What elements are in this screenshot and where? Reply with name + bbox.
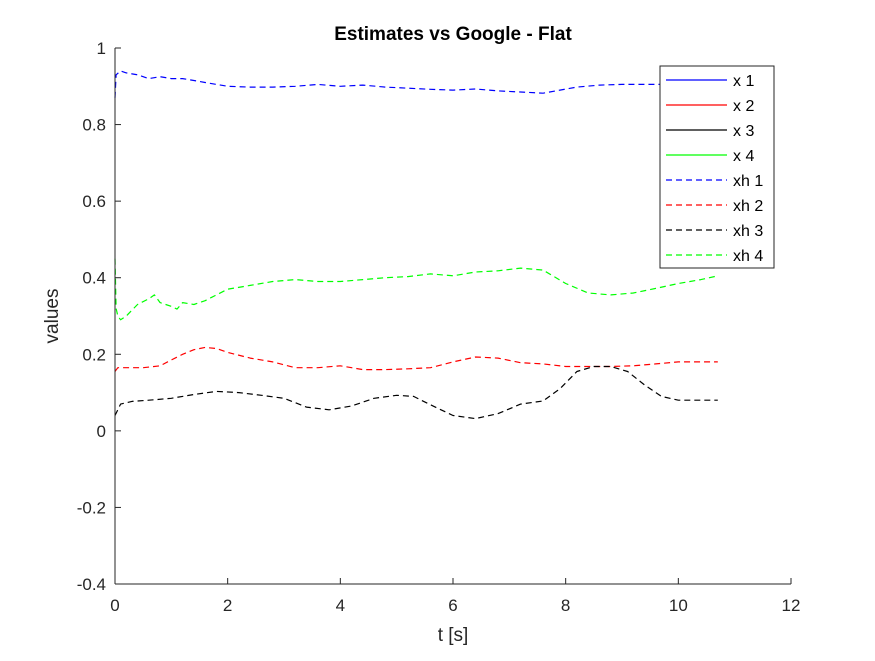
x-tick-label: 8 bbox=[561, 596, 570, 615]
series-layer bbox=[114, 70, 718, 420]
legend: x 1 x 2 x 3 x 4 xh 1 xh 2 xh 3 xh 4 bbox=[659, 65, 775, 269]
legend-items: x 1 x 2 x 3 x 4 xh 1 xh 2 xh 3 xh 4 bbox=[666, 73, 763, 265]
legend-label: xh 3 bbox=[733, 223, 763, 240]
legend-label: x 1 bbox=[733, 73, 754, 90]
legend-label: xh 4 bbox=[733, 248, 763, 265]
y-ticks: -0.4 -0.2 0 0.2 0.4 0.6 0.8 1 bbox=[77, 39, 121, 594]
legend-label: x 3 bbox=[733, 123, 754, 140]
legend-label: xh 2 bbox=[733, 198, 763, 215]
y-tick-label: 0 bbox=[97, 422, 106, 441]
series-line-xh-4 bbox=[114, 258, 718, 321]
legend-label: x 2 bbox=[733, 98, 754, 115]
x-tick-label: 2 bbox=[223, 596, 232, 615]
x-ticks: 0 2 4 6 8 10 12 bbox=[110, 578, 800, 615]
y-tick-label: 1 bbox=[97, 39, 106, 58]
series-line-xh-3 bbox=[114, 365, 718, 420]
series-line-xh-2 bbox=[114, 346, 718, 372]
y-tick-label: 0.4 bbox=[82, 269, 106, 288]
series-line-xh-1 bbox=[114, 70, 718, 98]
x-tick-label: 12 bbox=[782, 596, 801, 615]
y-tick-label: -0.2 bbox=[77, 498, 106, 517]
y-tick-label: 0.8 bbox=[82, 116, 106, 135]
y-tick-label: -0.4 bbox=[77, 575, 106, 594]
legend-label: xh 1 bbox=[733, 173, 763, 190]
y-axis-label: values bbox=[42, 289, 63, 344]
x-axis-label: t [s] bbox=[438, 625, 469, 646]
legend-label: x 4 bbox=[733, 148, 754, 165]
x-tick-label: 10 bbox=[669, 596, 688, 615]
x-tick-label: 4 bbox=[336, 596, 345, 615]
x-tick-label: 6 bbox=[448, 596, 457, 615]
y-tick-label: 0.6 bbox=[82, 192, 106, 211]
x-tick-label: 0 bbox=[110, 596, 119, 615]
chart-title: Estimates vs Google - Flat bbox=[334, 24, 572, 45]
y-tick-label: 0.2 bbox=[82, 345, 106, 364]
legend-box bbox=[659, 65, 775, 269]
